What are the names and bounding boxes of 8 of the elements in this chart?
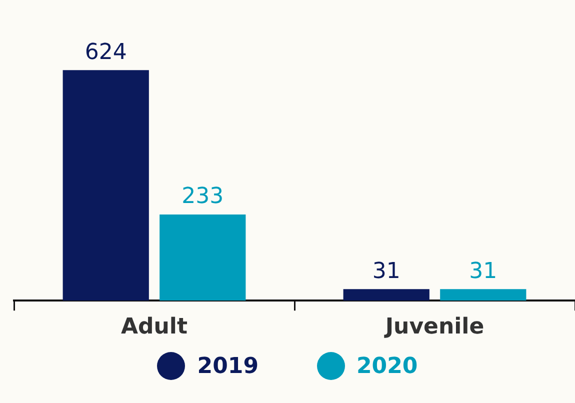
legend-label: 2020 — [356, 354, 418, 378]
x-tick-label: Adult — [121, 314, 188, 340]
data-label: 624 — [84, 40, 127, 65]
data-label: 31 — [372, 258, 400, 284]
legend-label: 2019 — [197, 354, 258, 378]
data-label: 31 — [469, 258, 498, 284]
data-label: 233 — [182, 184, 224, 210]
x-tick-label: Juvenile — [383, 314, 484, 340]
